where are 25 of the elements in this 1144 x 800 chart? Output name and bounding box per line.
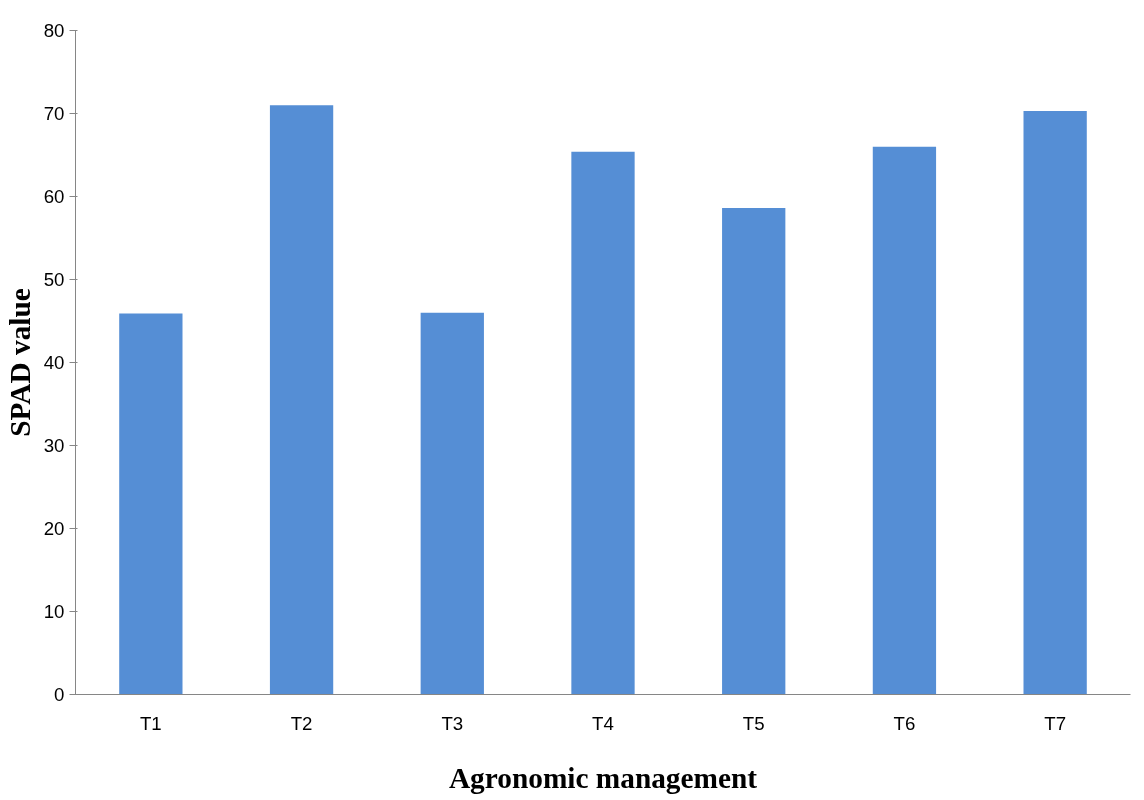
bar: [269, 105, 334, 695]
bar: [420, 312, 484, 695]
y-tick-label: 20: [43, 518, 65, 539]
bar: [872, 146, 937, 695]
x-tick-label: T4: [592, 712, 614, 734]
x-tick-label: T7: [1044, 712, 1067, 734]
y-tick-label: 70: [43, 103, 65, 124]
x-tick-label: T1: [139, 712, 162, 734]
bar: [722, 208, 786, 695]
x-axis-title: Agronomic management: [448, 761, 758, 794]
bar: [119, 313, 183, 695]
y-tick-label: 10: [43, 601, 65, 622]
bar: [571, 151, 635, 695]
y-tick-label: 0: [54, 684, 65, 705]
y-tick-label: 50: [43, 269, 65, 290]
y-axis-title: SPAD value: [3, 288, 36, 437]
bar: [1023, 111, 1087, 695]
x-tick-label: T5: [742, 712, 765, 734]
x-tick-label: T2: [290, 712, 313, 734]
y-tick-label: 80: [43, 20, 65, 41]
y-tick-label: 30: [43, 435, 65, 456]
x-tick-label: T3: [441, 712, 464, 734]
x-tick-label: T6: [893, 712, 916, 734]
y-tick-label: 60: [43, 186, 65, 207]
y-tick-label: 40: [43, 352, 65, 373]
